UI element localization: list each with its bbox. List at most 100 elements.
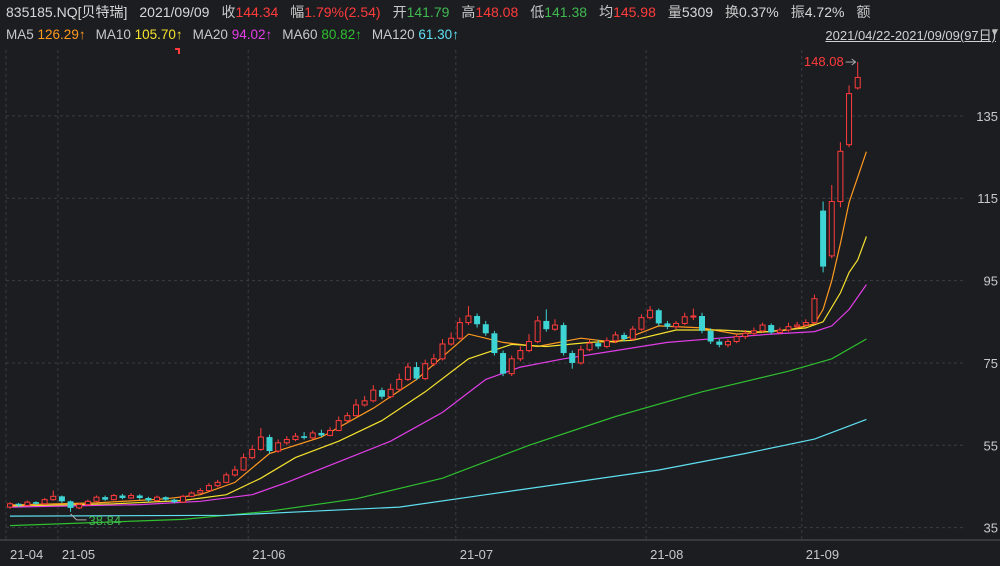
candle-body-down [500,353,507,374]
candle [292,432,299,442]
candle-body-up [257,436,264,450]
candle [41,498,48,505]
candle [707,328,714,344]
x-tick-label: 21-06 [252,547,285,562]
candle-body-up [802,322,809,326]
candle-body-up [231,469,238,476]
candle [15,502,22,508]
x-tick-label: 21-05 [62,547,95,562]
candle-body-down [136,495,143,498]
candle [794,321,801,329]
candle-body-up [205,485,212,492]
ma20-label[interactable]: MA20 [192,26,228,42]
ma20-value: 94.02↑ [231,26,273,42]
candle [802,319,809,327]
ma5-label[interactable]: MA5 [6,26,34,42]
y-tick-label: 75 [984,356,998,371]
candle-body-down [560,325,567,354]
candle [283,436,290,446]
candle-body-down [378,390,385,397]
candle-body-down [145,498,152,501]
candle [768,323,775,335]
range-dropdown-icon[interactable]: ▼ [990,27,1000,38]
min-price-label: 38.84 [89,513,122,528]
candle-body-up [673,322,680,328]
candle-body-up [50,495,57,501]
change-value: 1.79%(2.54) [304,4,381,20]
candle-body-down [820,210,827,267]
avg-value: 145.98 [613,4,656,20]
candle [180,494,186,503]
candle-body-up [465,315,472,324]
candle-body-up [180,495,186,503]
candle [621,332,628,342]
candle [119,493,126,500]
candle [681,312,688,326]
candle-body-up [448,337,455,345]
candle-body-up [742,332,749,338]
candle [647,306,654,320]
candle [214,479,221,488]
candle [335,416,342,432]
candle-body-up [647,309,654,319]
candle [154,495,161,502]
ma-line-ma20 [9,284,867,508]
ma-line-ma120 [9,418,867,517]
candle-body-up [586,342,593,351]
candle-body-down [768,325,775,333]
y-axis: 35 55 75 95 115 135 [976,109,998,536]
candle-body-down [699,316,705,331]
candle-body-down [621,334,628,340]
candle [439,339,446,361]
candle-body-up [154,496,161,501]
ma60-label[interactable]: MA60 [282,26,318,42]
candle-body-up [828,201,835,257]
candle [491,330,498,356]
candle-body-down [482,324,489,334]
candle [828,185,835,259]
quote-date: 2021/09/09 [139,4,210,20]
candle [603,337,610,349]
candle-body-up [370,389,377,402]
candle-body-up [41,499,48,505]
candle [24,500,31,507]
candle [231,465,238,477]
candle-body-up [344,415,351,422]
close-value: 144.34 [235,4,279,20]
ma120-label[interactable]: MA120 [371,26,415,42]
candle-body-up [776,329,783,333]
candle-body-down [491,333,498,354]
candle-body-up [456,322,463,339]
ma10-label[interactable]: MA10 [95,26,131,42]
kline-chart[interactable]: 35 55 75 95 115 135 21-04 21-05 21-06 21-07 21-08… [0,44,1000,566]
candle [240,453,247,471]
candle-body-up [7,503,13,508]
candle-body-up [638,317,645,330]
candle [309,430,316,440]
candle [249,445,256,460]
candle-body-down [664,323,671,327]
candle [171,498,178,504]
candle-body-up [603,340,610,347]
candle-body-up [396,378,403,390]
candle [370,385,377,403]
date-range[interactable]: 2021/04/22-2021/09/09(97日) [825,28,996,43]
candle-body-up [577,349,584,364]
volume-label: 量 [667,4,682,20]
candle-body-up [361,400,368,406]
candle [629,325,636,341]
candle [785,322,792,332]
candle [353,399,359,417]
amplitude-value: 4.72% [804,4,845,20]
stock-code[interactable]: 835185.NQ[贝特瑞] [6,4,128,20]
candle [223,472,230,484]
candle [526,334,532,353]
candle-body-down [32,502,39,504]
max-pointer-arrow [851,58,856,66]
candle-body-up [439,343,446,360]
candle-body-up [526,341,532,352]
high-label: 高 [461,4,476,20]
avg-label: 均 [599,4,614,20]
y-tick-label: 135 [976,109,998,124]
candle [560,322,567,356]
